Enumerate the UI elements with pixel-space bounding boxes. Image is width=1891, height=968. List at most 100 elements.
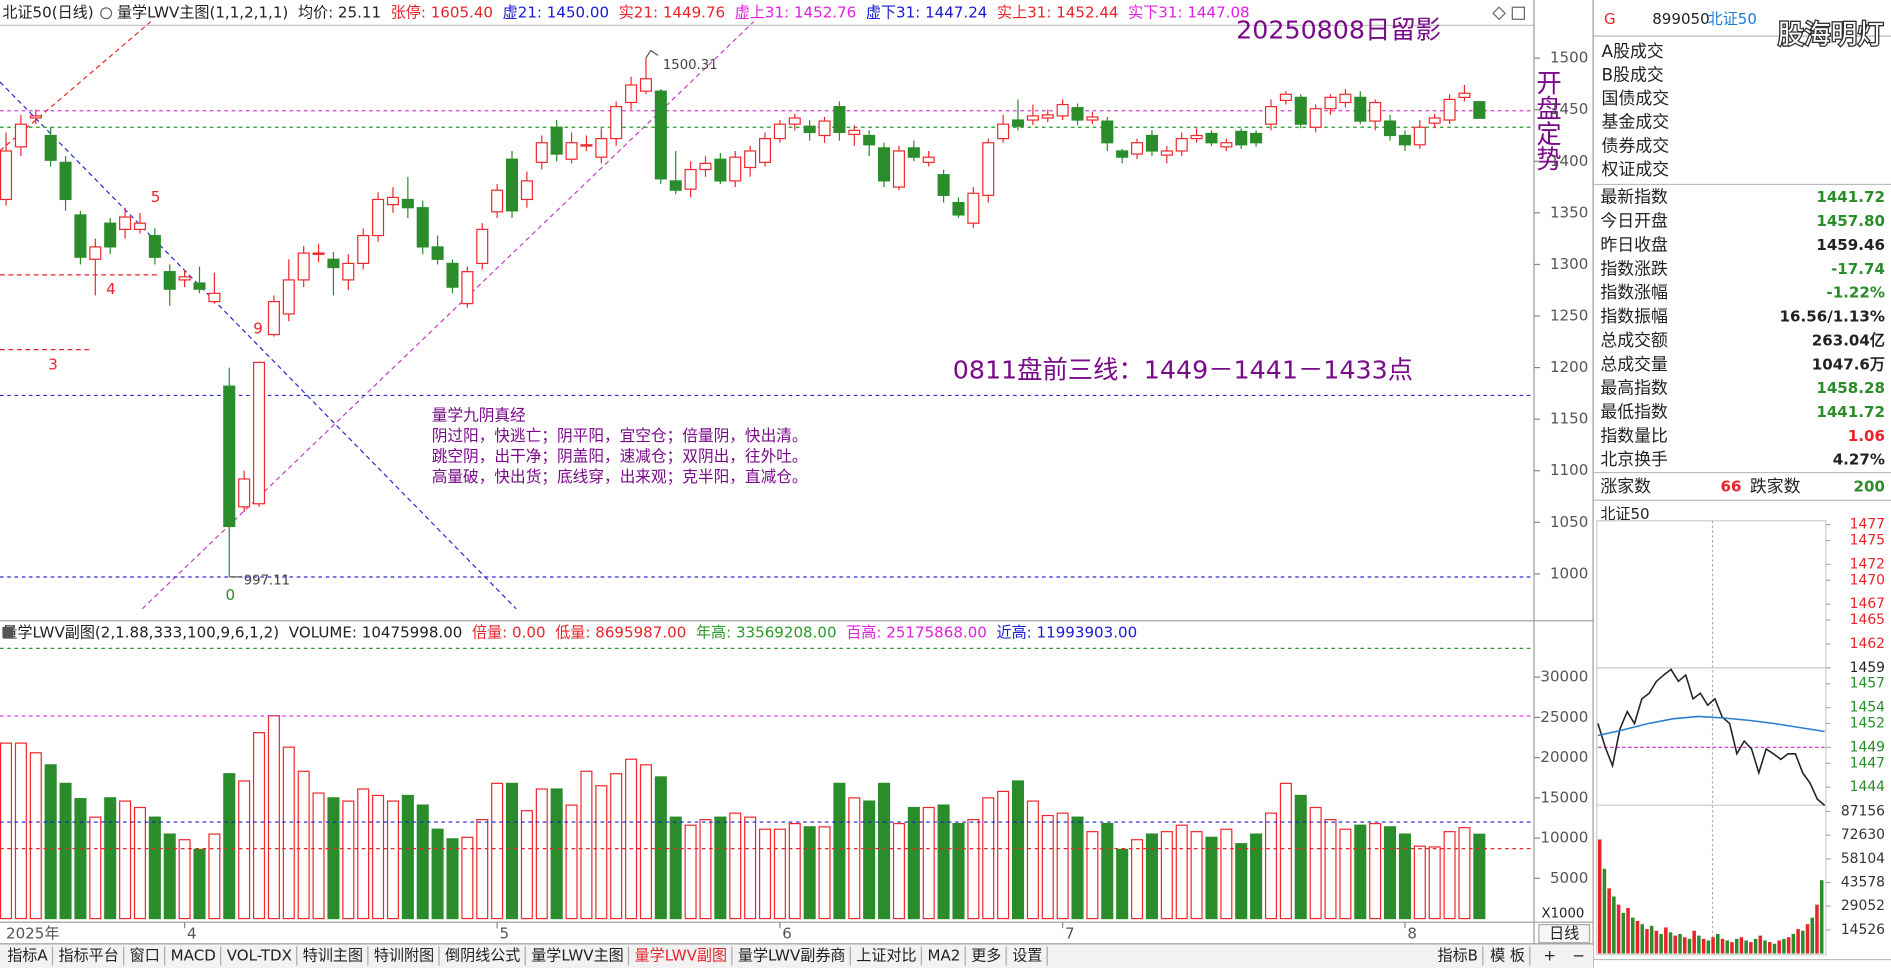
tab[interactable]: 窗口: [130, 946, 160, 964]
volume-bar: [803, 826, 816, 920]
volume-bar: [773, 828, 786, 920]
volume-bar: [327, 797, 340, 920]
indicator-title: 量学LWV副图(2,1.88,333,100,9,6,1,2): [2, 623, 279, 641]
volume-bar: [1626, 907, 1630, 954]
volume-bar: [1664, 927, 1668, 954]
volume-type[interactable]: 债券成交: [1602, 135, 1670, 155]
period-label[interactable]: 日线: [1549, 925, 1579, 943]
candle-body: [1026, 115, 1039, 121]
volume-bar: [1654, 930, 1659, 954]
y-tick-label: 1447: [1850, 755, 1885, 771]
wave-label: 0: [226, 586, 236, 604]
y-tick-label: 5000: [1550, 869, 1588, 887]
volume-type[interactable]: 基金成交: [1602, 112, 1670, 132]
tab[interactable]: 设置: [1012, 946, 1042, 964]
volume-bar: [788, 823, 801, 920]
y-tick-label: 1250: [1550, 307, 1588, 325]
candle-body: [892, 150, 905, 188]
candle-body: [461, 271, 474, 305]
candle-body: [178, 276, 191, 281]
volume-bar: [1758, 935, 1763, 954]
candle-body: [1145, 134, 1158, 152]
y-tick-label: 1454: [1850, 700, 1885, 716]
tab[interactable]: 更多: [971, 946, 1001, 964]
y-tick-label: 1450: [1550, 100, 1588, 118]
y-tick-label: 1470: [1850, 572, 1885, 588]
volume-bar: [1786, 937, 1791, 954]
volume-bar: [1739, 937, 1744, 954]
tab[interactable]: MA2: [927, 946, 960, 964]
candle-body: [491, 189, 504, 213]
candle-body: [1160, 150, 1173, 156]
candle-body: [74, 214, 87, 258]
volume-bar: [922, 806, 935, 920]
tab[interactable]: 上证对比: [856, 946, 916, 964]
tab[interactable]: 量学LWV副图: [635, 946, 727, 964]
volume-type[interactable]: A股成交: [1602, 41, 1664, 61]
tab[interactable]: 模 板: [1490, 946, 1525, 964]
volume-type[interactable]: 权证成交: [1602, 159, 1670, 179]
candle-body: [520, 180, 533, 201]
indicator-value: 年高: 33569208.00: [696, 623, 837, 641]
tab[interactable]: VOL-TDX: [227, 946, 292, 964]
intraday-title: 北证50: [1600, 505, 1649, 523]
tab[interactable]: MACD: [171, 946, 216, 964]
volume-bar: [1753, 938, 1758, 954]
volume-bar: [1071, 816, 1084, 920]
volume-bar: [848, 797, 861, 920]
zoom-button[interactable]: +: [1543, 946, 1556, 964]
volume-bar: [1692, 930, 1696, 954]
volume-bar: [550, 788, 563, 920]
volume-type[interactable]: B股成交: [1602, 64, 1664, 84]
volume-bar: [1673, 935, 1678, 954]
volume-type[interactable]: 国债成交: [1602, 88, 1670, 108]
tab[interactable]: 倒阴线公式: [445, 946, 520, 964]
volume-bar: [163, 833, 176, 920]
candle-body: [773, 123, 786, 140]
zoom-button[interactable]: −: [1572, 946, 1585, 964]
tab[interactable]: 量学LWV副券商: [738, 946, 846, 964]
row-value: 1459.46: [1816, 236, 1885, 254]
candle-body: [372, 198, 385, 237]
volume-bar: [1678, 933, 1682, 954]
indicator-value: 实上31: 1452.44: [997, 4, 1118, 22]
row-value: 1458.28: [1816, 379, 1885, 397]
tab[interactable]: 特训附图: [374, 946, 434, 964]
row-label: 总成交额: [1600, 330, 1668, 350]
y-tick-label: 1475: [1850, 533, 1885, 549]
volume-bar: [312, 792, 325, 920]
side-note: 开盘定势: [1533, 70, 1563, 171]
candle-body: [44, 134, 57, 161]
diamond-icon[interactable]: [1492, 6, 1506, 21]
trend-line: [0, 81, 517, 610]
volume-bar: [89, 816, 102, 920]
tab[interactable]: 指标A: [7, 946, 48, 964]
row-value: 263.04亿: [1812, 331, 1885, 349]
y-tick-label: 30000: [1540, 668, 1588, 686]
date-label: 6: [782, 925, 792, 943]
row-label: 北京换手: [1600, 449, 1668, 469]
settings-icon[interactable]: [100, 7, 113, 20]
volume-bar: [1720, 938, 1725, 954]
candle-body: [699, 162, 712, 171]
candle-body: [565, 142, 578, 160]
tab[interactable]: 量学LWV主图: [531, 946, 623, 964]
chart-layer: 北证50(日线) 量学LWV主图(1,1,2,1,1) 均价: 25.11 张停: 1…: [0, 4, 1885, 966]
indicator-value: 均价: 25.11: [298, 4, 381, 22]
window-icon[interactable]: [1511, 6, 1525, 20]
y-tick-label: 58104: [1841, 851, 1885, 867]
row-value: 1047.6万: [1812, 355, 1885, 373]
y-tick-label: 25000: [1540, 708, 1588, 726]
volume-bar: [1607, 888, 1611, 954]
tab[interactable]: 指标平台: [59, 946, 119, 964]
tab[interactable]: 指标B: [1438, 946, 1478, 964]
volume-bar: [1687, 938, 1692, 954]
y-tick-label: 1459: [1850, 660, 1885, 676]
tab[interactable]: 特训主图: [303, 946, 363, 964]
volume-bar: [357, 788, 370, 920]
candle-body: [267, 300, 280, 336]
candle-body: [1116, 150, 1129, 158]
volume-bar: [29, 752, 42, 920]
period-box[interactable]: [1538, 924, 1591, 944]
breadth-label: 涨家数: [1600, 476, 1651, 496]
